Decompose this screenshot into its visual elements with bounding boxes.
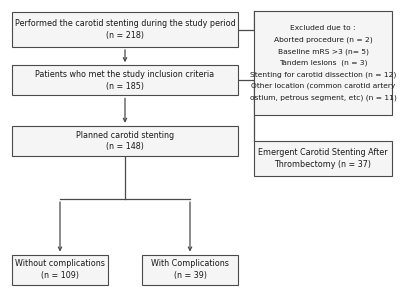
Text: With Complications: With Complications xyxy=(151,259,229,268)
Text: ostium, petrous segment, etc) (n = 11): ostium, petrous segment, etc) (n = 11) xyxy=(250,94,396,101)
Text: Emergent Carotid Stenting After: Emergent Carotid Stenting After xyxy=(258,148,388,157)
Text: Aborted procedure (n = 2): Aborted procedure (n = 2) xyxy=(274,37,372,43)
Text: Patients who met the study inclusion criteria: Patients who met the study inclusion cri… xyxy=(36,70,214,79)
FancyBboxPatch shape xyxy=(12,126,238,156)
Text: Performed the carotid stenting during the study period: Performed the carotid stenting during th… xyxy=(15,19,235,28)
Text: Other location (common carotid artery: Other location (common carotid artery xyxy=(251,83,395,89)
FancyBboxPatch shape xyxy=(254,11,392,115)
Text: Without complications: Without complications xyxy=(15,259,105,268)
Text: Thrombectomy (n = 37): Thrombectomy (n = 37) xyxy=(274,160,372,168)
FancyBboxPatch shape xyxy=(12,255,108,285)
Text: (n = 148): (n = 148) xyxy=(106,142,144,151)
FancyBboxPatch shape xyxy=(142,255,238,285)
FancyBboxPatch shape xyxy=(12,12,238,47)
FancyBboxPatch shape xyxy=(254,141,392,176)
Text: Stenting for carotid dissection (n = 12): Stenting for carotid dissection (n = 12) xyxy=(250,71,396,78)
Text: Tandem lesions  (n = 3): Tandem lesions (n = 3) xyxy=(279,60,367,66)
Text: (n = 218): (n = 218) xyxy=(106,31,144,40)
Text: (n = 39): (n = 39) xyxy=(174,271,206,280)
Text: (n = 109): (n = 109) xyxy=(41,271,79,280)
Text: Baseline mRS >3 (n= 5): Baseline mRS >3 (n= 5) xyxy=(278,48,368,55)
Text: (n = 185): (n = 185) xyxy=(106,82,144,91)
FancyBboxPatch shape xyxy=(12,65,238,95)
Text: Excluded due to :: Excluded due to : xyxy=(290,25,356,31)
Text: Planned carotid stenting: Planned carotid stenting xyxy=(76,131,174,140)
